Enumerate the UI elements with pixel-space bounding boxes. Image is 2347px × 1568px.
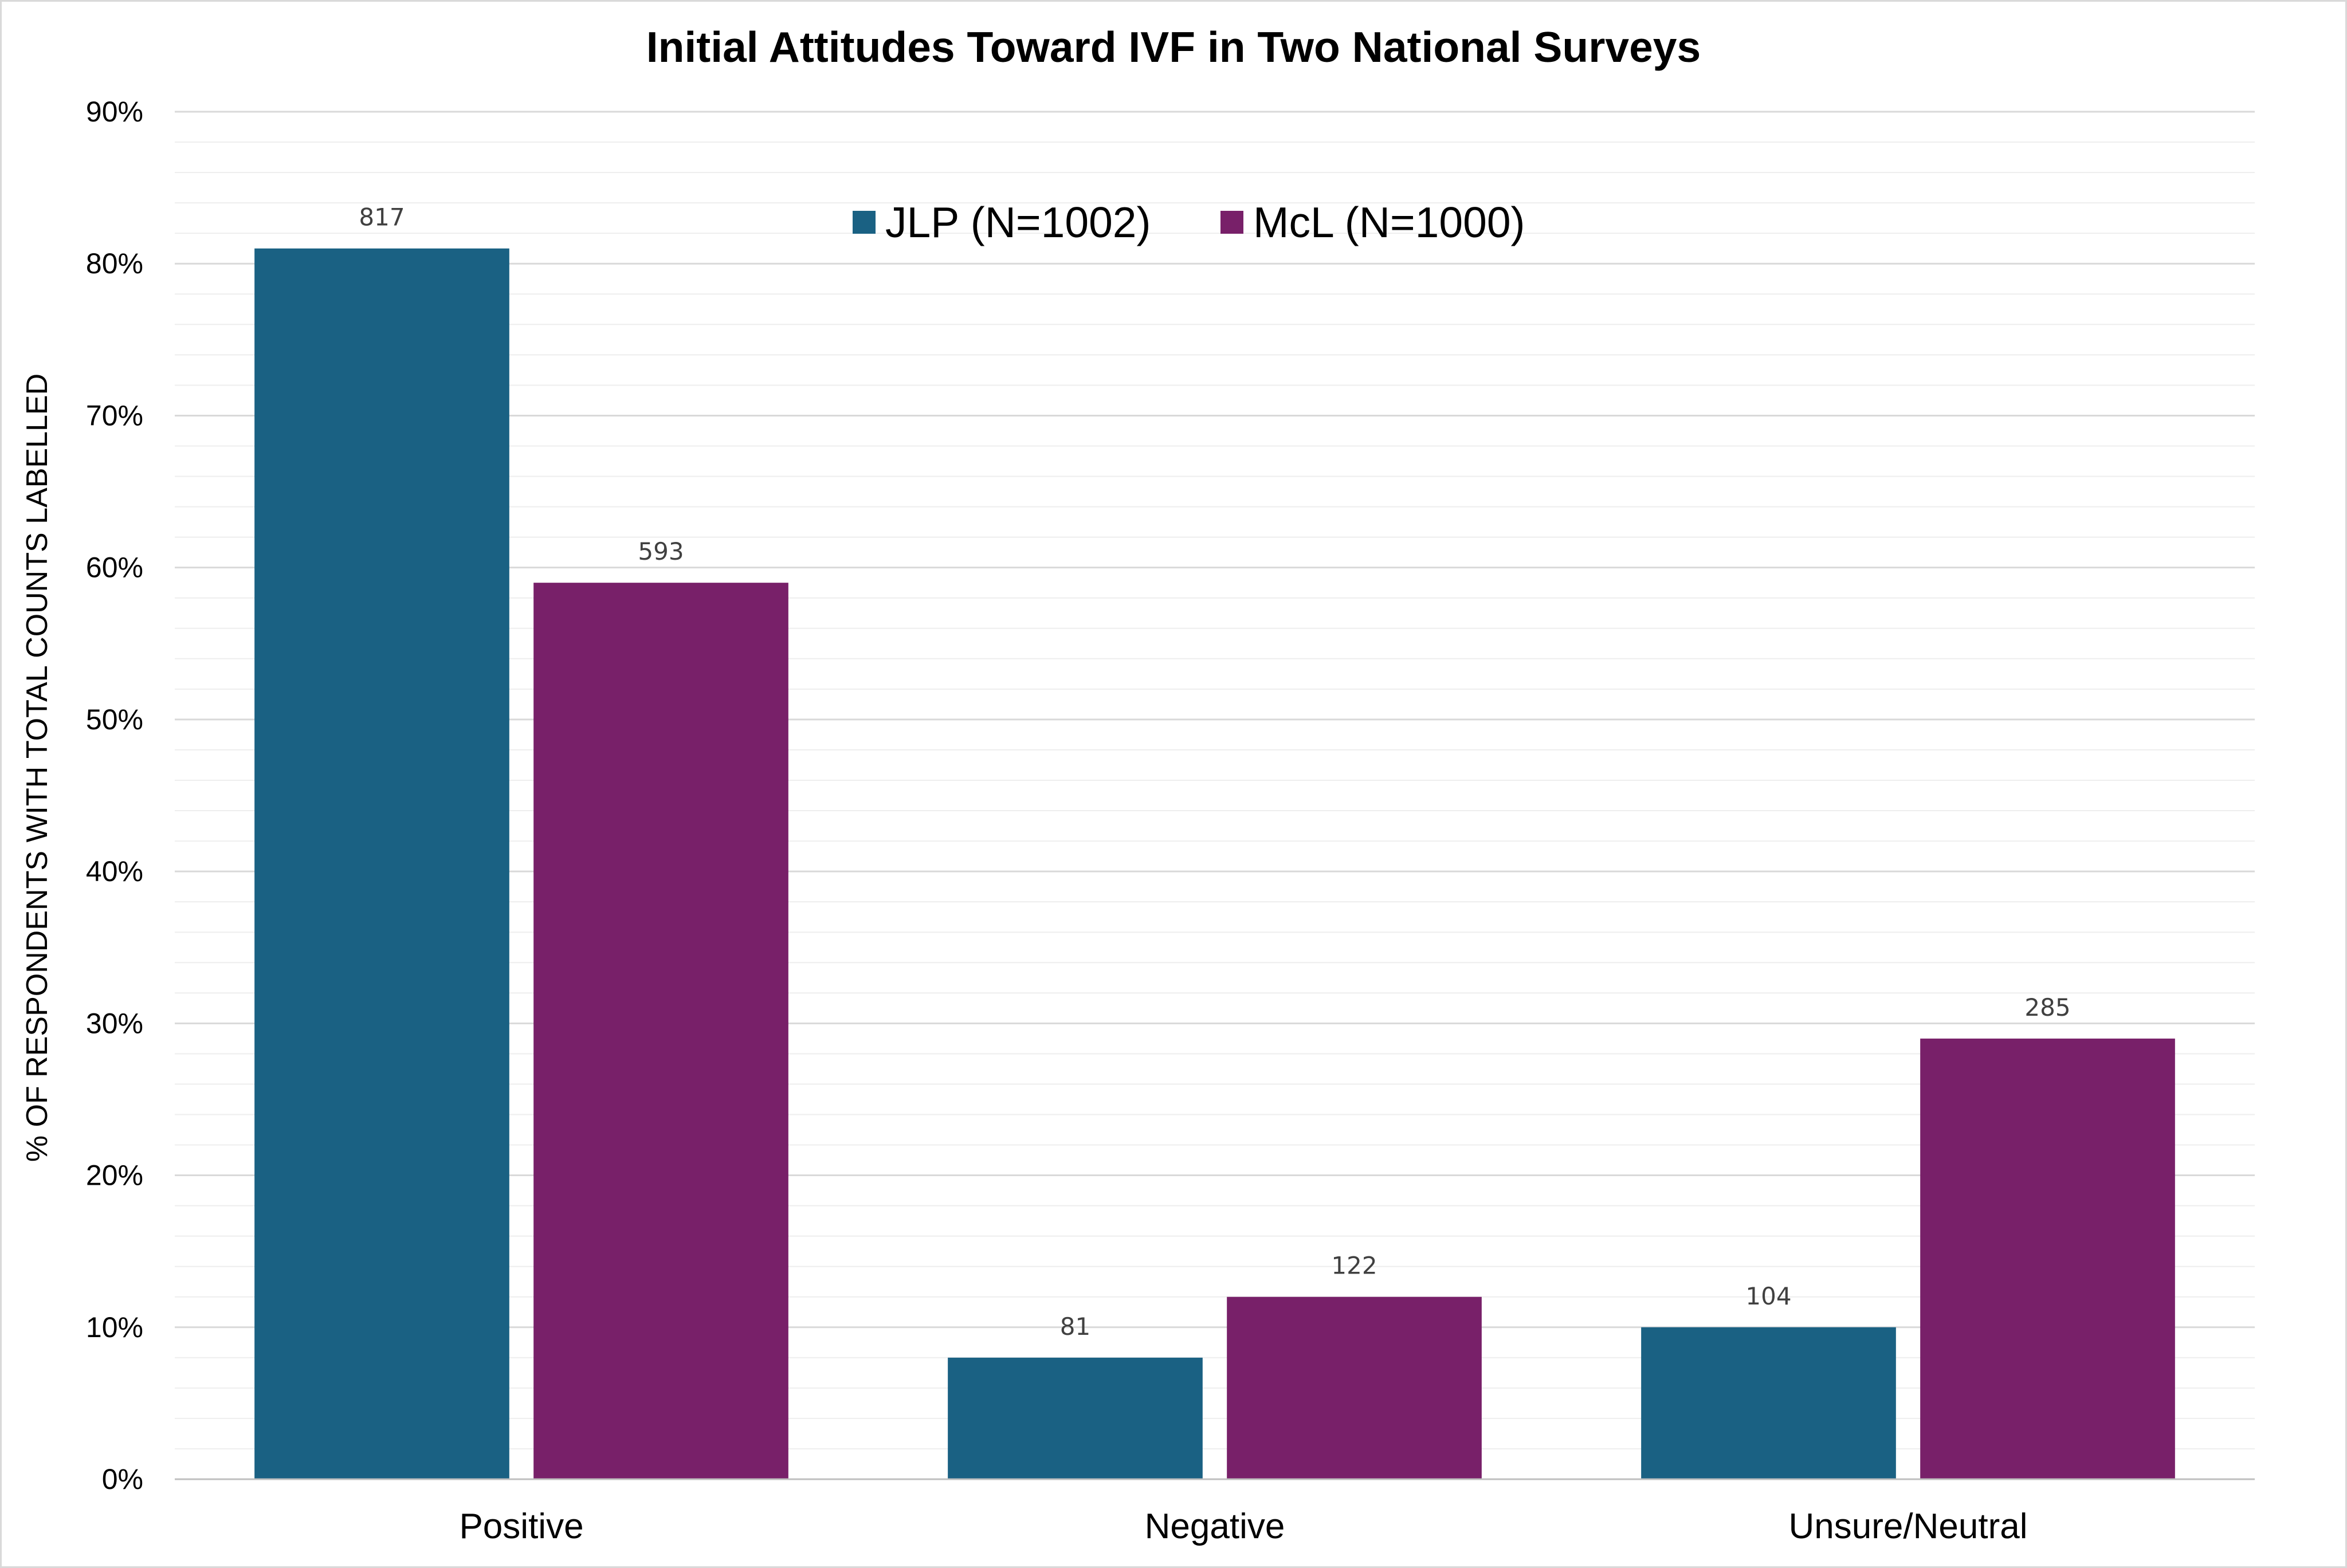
- x-category-label: Negative: [1145, 1507, 1285, 1546]
- data-label: 104: [1745, 1282, 1791, 1310]
- y-tick-label: 10%: [86, 1311, 143, 1343]
- y-tick-label: 60%: [86, 552, 143, 584]
- x-category-label: Unsure/Neutral: [1789, 1507, 2028, 1546]
- legend-swatch: [1220, 211, 1243, 234]
- y-tick-label: 40%: [86, 855, 143, 887]
- y-tick-label: 70%: [86, 399, 143, 431]
- bar-mcl-positive: [533, 583, 788, 1479]
- y-tick-label: 20%: [86, 1160, 143, 1192]
- bars: [254, 248, 2175, 1480]
- x-category-labels: Positive Negative Unsure/Neutral: [459, 1507, 2027, 1546]
- x-category-label: Positive: [459, 1507, 583, 1546]
- bar-jlp-unsure-neutral: [1641, 1327, 1896, 1479]
- y-tick-label: 0%: [102, 1463, 143, 1495]
- data-label: 81: [1060, 1312, 1090, 1341]
- bar-mcl-negative: [1227, 1296, 1482, 1479]
- y-tick-label: 80%: [86, 247, 143, 280]
- data-label: 593: [638, 537, 684, 565]
- legend-label: JLP (N=1002): [885, 198, 1151, 246]
- y-tick-labels: 0% 10% 20% 30% 40% 50% 60% 70% 80% 90%: [86, 96, 143, 1495]
- data-label: 285: [2024, 993, 2070, 1021]
- y-tick-label: 30%: [86, 1007, 143, 1039]
- bar-jlp-positive: [254, 248, 509, 1480]
- y-tick-label: 50%: [86, 704, 143, 736]
- legend-label: McL (N=1000): [1253, 198, 1525, 246]
- y-axis-label: % OF RESPONDENTS WITH TOTAL COUNTS LABEL…: [21, 374, 54, 1162]
- chart-title: Initial Attitudes Toward IVF in Two Nati…: [646, 23, 1701, 71]
- bar-jlp-negative: [948, 1357, 1203, 1479]
- minor-gridlines: [175, 142, 2255, 1449]
- legend-swatch: [853, 211, 876, 234]
- y-tick-label: 90%: [86, 96, 143, 128]
- data-label: 817: [359, 203, 405, 231]
- data-label: 122: [1331, 1252, 1377, 1280]
- major-gridlines: [175, 111, 2255, 1329]
- bar-mcl-unsure-neutral: [1920, 1038, 2175, 1479]
- legend: JLP (N=1002) McL (N=1000): [853, 198, 1525, 246]
- data-labels: 817 593 81 122 104 285: [359, 203, 2070, 1341]
